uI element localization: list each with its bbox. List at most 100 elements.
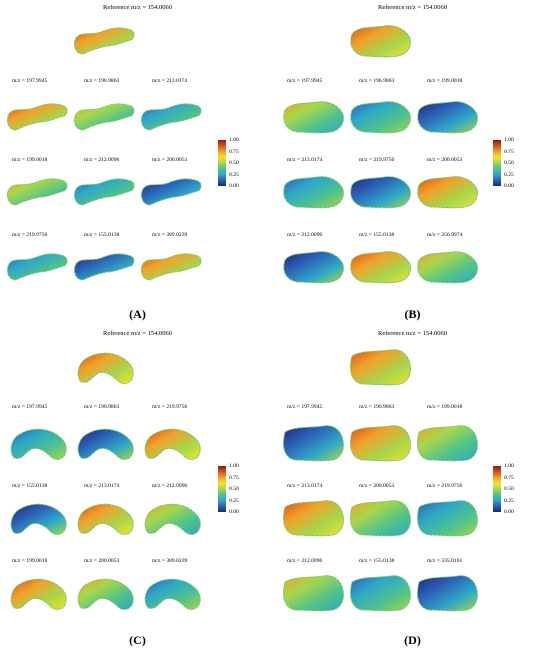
tissue-edge — [7, 253, 68, 281]
panel-label: (B) — [404, 307, 421, 321]
tissue-edge — [417, 101, 478, 134]
tissue-shape — [77, 578, 134, 610]
tissue-edge — [74, 178, 135, 206]
tissue-shape — [283, 425, 344, 462]
tissue-edge — [350, 251, 411, 284]
p0-r0-c0 — [7, 103, 68, 131]
mz-label: m/z = 200.0053 — [84, 558, 120, 564]
tissue-edge — [141, 103, 202, 131]
mz-label: m/z = 199.0018 — [427, 78, 463, 84]
p2-r0-c2 — [144, 428, 201, 460]
tissue-edge — [283, 101, 344, 134]
tissue-shape — [283, 251, 344, 284]
tissue-shape — [283, 500, 344, 537]
colorbar-tick: 0.50 — [229, 160, 239, 166]
p2-r2-c0 — [10, 578, 67, 610]
tissue-edge — [417, 251, 478, 284]
mz-label: m/z = 196.9863 — [359, 78, 395, 84]
tissue-shape — [350, 425, 411, 462]
p1-ref — [350, 25, 411, 58]
mz-label: m/z = 155.0138 — [359, 558, 395, 564]
mz-label: m/z = 197.9945 — [287, 78, 323, 84]
mz-label: m/z = 335.0161 — [427, 558, 463, 564]
colorbar-tick: 0.75 — [504, 148, 514, 155]
mz-label: m/z = 155.0138 — [359, 232, 395, 238]
mz-label: m/z = 213.0174 — [287, 483, 323, 489]
mz-label: m/z = 200.0053 — [359, 483, 395, 489]
colorbar-tick: 0.50 — [504, 160, 514, 166]
tissue-shape — [10, 428, 67, 460]
p3-r1-c2 — [417, 500, 478, 537]
tissue-edge — [74, 27, 135, 55]
colorbar-tick: 0.25 — [504, 497, 514, 504]
p3-r2-c0 — [283, 575, 344, 612]
tissue-edge — [283, 176, 344, 209]
p0-r1-c1 — [74, 178, 135, 206]
colorbar — [493, 140, 501, 186]
tissue-shape — [417, 251, 478, 284]
p1-r0-c1 — [350, 101, 411, 134]
tissue-shape — [417, 425, 478, 462]
colorbar — [493, 466, 501, 512]
tissue-edge — [7, 178, 68, 206]
tissue-shape — [350, 25, 411, 58]
mz-label: m/z = 196.9863 — [84, 78, 120, 84]
tissue-edge — [350, 176, 411, 209]
mz-label: m/z = 219.9756 — [152, 404, 188, 410]
p3-r1-c0 — [283, 500, 344, 537]
colorbar-tick: 0.50 — [504, 486, 514, 492]
mz-label: m/z = 196.9863 — [359, 404, 395, 410]
tissue-shape — [7, 103, 68, 131]
reference-title: Reference m/z = 154.0060 — [377, 4, 447, 11]
p0-r1-c2 — [141, 178, 202, 206]
panel-maps — [10, 352, 226, 610]
tissue-shape — [10, 503, 67, 535]
tissue-shape — [77, 503, 134, 535]
p3-ref — [350, 349, 411, 386]
p3-r1-c1 — [350, 500, 411, 537]
colorbar-tick: 1.00 — [504, 463, 514, 469]
colorbar-tick: 0.00 — [504, 509, 514, 515]
tissue-shape — [77, 428, 134, 460]
mz-label: m/z = 199.0018 — [12, 157, 48, 163]
mz-label: m/z = 200.0053 — [427, 157, 463, 163]
tissue-shape — [417, 500, 478, 537]
colorbar-tick: 0.00 — [229, 183, 239, 189]
colorbar-tick: 0.00 — [504, 183, 514, 189]
p3-r0-c0 — [283, 425, 344, 462]
p1-r1-c1 — [350, 176, 411, 209]
mz-label: m/z = 219.9756 — [427, 483, 463, 489]
tissue-shape — [10, 578, 67, 610]
mz-label: m/z = 197.9945 — [12, 404, 48, 410]
figure-panel: Reference m/z = 154.0060 m/z = 197.9945 m/… — [275, 326, 550, 652]
mz-label: m/z = 199.0018 — [427, 404, 463, 410]
tissue-shape — [74, 253, 135, 281]
reference-title: Reference m/z = 154.0060 — [377, 330, 447, 337]
p1-r0-c0 — [283, 101, 344, 134]
colorbar — [218, 140, 226, 186]
colorbar-tick: 0.00 — [229, 509, 239, 515]
colorbar-tick: 1.00 — [229, 463, 239, 469]
mz-label: m/z = 196.9863 — [84, 404, 120, 410]
p0-r2-c1 — [74, 253, 135, 281]
mz-label: m/z = 199.0018 — [12, 558, 48, 564]
mz-label: m/z = 212.0096 — [152, 483, 188, 489]
p3-r0-c1 — [350, 425, 411, 462]
p3-r2-c2 — [417, 575, 478, 612]
p2-r2-c1 — [77, 578, 134, 610]
mz-label: m/z = 212.0096 — [287, 558, 323, 564]
tissue-shape — [144, 428, 201, 460]
panel-label: (A) — [129, 307, 146, 321]
colorbar-tick: 0.25 — [229, 497, 239, 504]
p1-r1-c2 — [417, 176, 478, 209]
tissue-shape — [144, 503, 201, 535]
tissue-edge — [74, 253, 135, 281]
tissue-shape — [350, 500, 411, 537]
p0-r0-c2 — [141, 103, 202, 131]
figure-panel: Reference m/z = 154.0060 m/z = 197.9945 m/… — [0, 0, 275, 326]
p1-r1-c0 — [283, 176, 344, 209]
colorbar-tick: 0.75 — [504, 474, 514, 481]
p3-r2-c1 — [350, 575, 411, 612]
panel-label: (C) — [129, 633, 146, 647]
p0-r0-c1 — [74, 103, 135, 131]
